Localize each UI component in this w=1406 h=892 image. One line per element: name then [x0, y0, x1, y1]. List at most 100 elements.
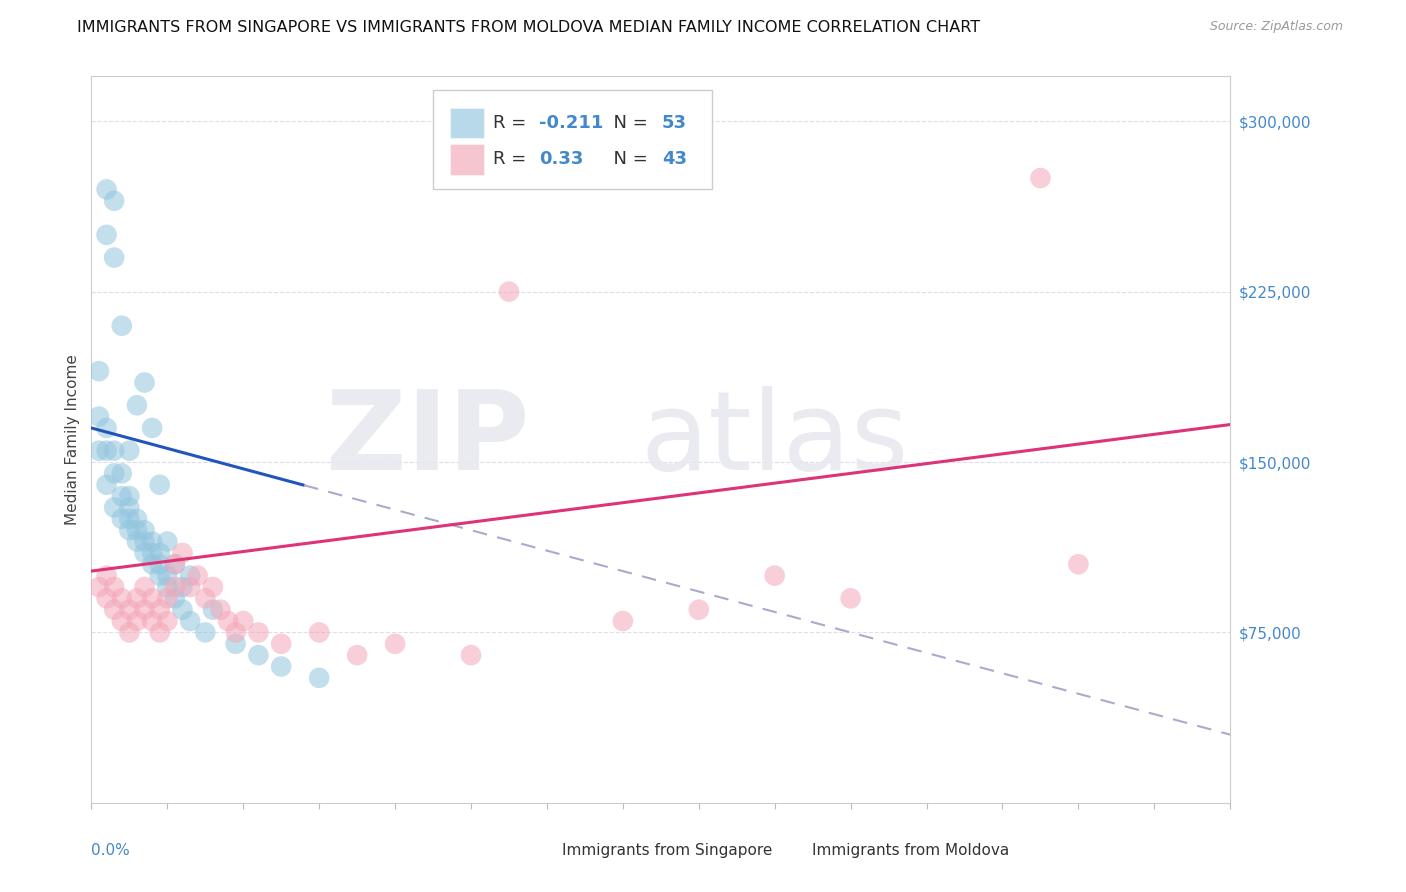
Point — [111, 318, 134, 333]
Point — [118, 500, 141, 515]
Point — [141, 614, 163, 628]
Point — [384, 637, 406, 651]
Point — [225, 637, 247, 651]
Point — [270, 659, 292, 673]
Point — [163, 580, 186, 594]
Point — [163, 558, 186, 572]
Point — [179, 568, 201, 582]
Point — [141, 421, 163, 435]
Point — [217, 614, 239, 628]
Text: IMMIGRANTS FROM SINGAPORE VS IMMIGRANTS FROM MOLDOVA MEDIAN FAMILY INCOME CORREL: IMMIGRANTS FROM SINGAPORE VS IMMIGRANTS … — [77, 20, 980, 35]
Point — [134, 546, 156, 560]
Point — [103, 500, 125, 515]
Point — [125, 512, 148, 526]
Point — [172, 580, 194, 594]
Point — [118, 443, 141, 458]
Bar — [524, 840, 550, 860]
Point — [308, 625, 330, 640]
Text: 0.33: 0.33 — [538, 151, 583, 169]
Point — [156, 591, 179, 606]
Point — [225, 625, 247, 640]
Point — [163, 558, 186, 572]
Bar — [775, 840, 801, 860]
Point — [118, 512, 141, 526]
Point — [87, 443, 110, 458]
Point — [134, 376, 156, 390]
Point — [87, 580, 110, 594]
Point — [156, 568, 179, 582]
Text: N =: N = — [602, 114, 654, 132]
Text: 43: 43 — [662, 151, 688, 169]
Text: 53: 53 — [662, 114, 688, 132]
Point — [87, 364, 110, 378]
Point — [308, 671, 330, 685]
Point — [194, 591, 217, 606]
Point — [118, 625, 141, 640]
Point — [1029, 171, 1052, 186]
Point — [688, 603, 710, 617]
Point — [460, 648, 482, 662]
Text: -0.211: -0.211 — [538, 114, 603, 132]
Bar — [450, 108, 484, 138]
Point — [96, 421, 118, 435]
Point — [156, 534, 179, 549]
Point — [141, 558, 163, 572]
Point — [346, 648, 368, 662]
Point — [103, 443, 125, 458]
Point — [134, 534, 156, 549]
Bar — [450, 145, 484, 175]
Point — [149, 625, 172, 640]
Point — [118, 523, 141, 537]
Point — [163, 591, 186, 606]
Point — [96, 591, 118, 606]
Point — [149, 603, 172, 617]
Point — [194, 625, 217, 640]
Point — [103, 603, 125, 617]
Point — [763, 568, 786, 582]
Point — [125, 591, 148, 606]
Text: atlas: atlas — [641, 386, 908, 492]
Text: Source: ZipAtlas.com: Source: ZipAtlas.com — [1209, 20, 1343, 33]
Point — [134, 523, 156, 537]
Text: R =: R = — [494, 151, 533, 169]
Point — [134, 603, 156, 617]
Point — [149, 546, 172, 560]
Y-axis label: Median Family Income: Median Family Income — [65, 354, 80, 524]
Point — [103, 251, 125, 265]
Point — [232, 614, 254, 628]
Point — [134, 580, 156, 594]
Point — [118, 603, 141, 617]
Text: Immigrants from Moldova: Immigrants from Moldova — [813, 843, 1010, 857]
Point — [149, 568, 172, 582]
Point — [96, 182, 118, 196]
Text: N =: N = — [602, 151, 654, 169]
Text: ZIP: ZIP — [326, 386, 530, 492]
Point — [96, 227, 118, 242]
Point — [247, 648, 270, 662]
Point — [125, 534, 148, 549]
Point — [125, 523, 148, 537]
Point — [96, 568, 118, 582]
Point — [125, 398, 148, 412]
Point — [141, 546, 163, 560]
Point — [201, 603, 224, 617]
Point — [156, 580, 179, 594]
Point — [103, 580, 125, 594]
Point — [187, 568, 209, 582]
Text: Immigrants from Singapore: Immigrants from Singapore — [562, 843, 772, 857]
Point — [156, 614, 179, 628]
Point — [839, 591, 862, 606]
Point — [201, 580, 224, 594]
Point — [179, 580, 201, 594]
Point — [103, 467, 125, 481]
Text: R =: R = — [494, 114, 533, 132]
Point — [172, 603, 194, 617]
Text: 0.0%: 0.0% — [91, 843, 131, 858]
Point — [149, 558, 172, 572]
Point — [103, 194, 125, 208]
Point — [209, 603, 232, 617]
Point — [96, 443, 118, 458]
FancyBboxPatch shape — [433, 90, 711, 188]
Point — [149, 477, 172, 491]
Point — [172, 546, 194, 560]
